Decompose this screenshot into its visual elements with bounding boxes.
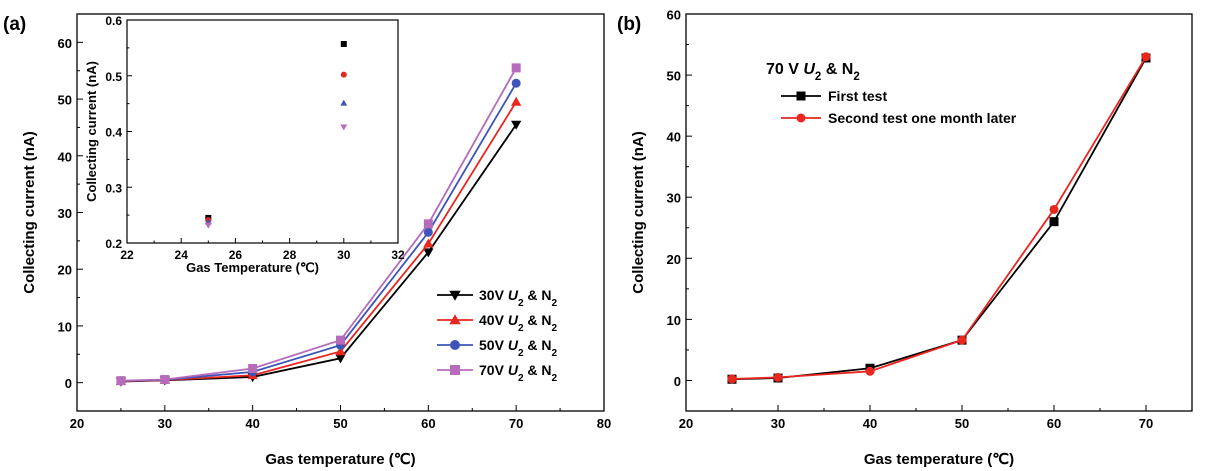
inset-y-tick-label: 0.5 xyxy=(105,70,122,84)
data-point xyxy=(1049,204,1059,214)
inset-data-point xyxy=(340,40,347,47)
data-point xyxy=(160,375,170,385)
y-axis-label: Collecting current (nA) xyxy=(21,131,38,294)
inset-data-point xyxy=(340,71,347,78)
panel-a: 20 30 40 50 60 70 80 0 10 20 30 40 50 60 Gas temperatu… xyxy=(3,13,611,468)
legend-marker xyxy=(449,290,461,301)
inset-y-tick-label: 0.6 xyxy=(105,14,122,28)
legend-marker xyxy=(450,340,460,350)
data-point xyxy=(773,372,783,382)
inset-y-tick-label: 0.4 xyxy=(105,126,122,140)
x-tick-label: 40 xyxy=(245,416,259,431)
legend-label: 40V U2 & N2 xyxy=(479,312,558,334)
inset-y-tick-label: 0.3 xyxy=(105,181,122,195)
data-point xyxy=(423,219,433,229)
data-point xyxy=(423,248,434,258)
legend-marker xyxy=(796,113,806,123)
inset-background xyxy=(127,20,398,243)
data-point xyxy=(957,335,967,345)
y-tick-label: 50 xyxy=(58,93,72,108)
data-point xyxy=(423,238,434,248)
x-tick-label: 50 xyxy=(955,416,969,431)
data-point xyxy=(336,335,345,345)
x-tick-label: 30 xyxy=(771,416,785,431)
inset-x-axis-label: Gas Temperature (℃) xyxy=(186,260,319,275)
x-tick-label: 60 xyxy=(1047,416,1061,431)
y-tick-label: 10 xyxy=(667,313,681,328)
inset-x-tick-label: 24 xyxy=(175,248,189,262)
legend-marker xyxy=(796,91,806,101)
legend-marker xyxy=(449,314,461,325)
y-tick-label: 0 xyxy=(674,374,681,389)
panel-label: (a) xyxy=(3,14,26,35)
x-axis-label: Gas temperature (℃) xyxy=(864,451,1014,468)
data-point xyxy=(1049,217,1059,227)
x-tick-label: 30 xyxy=(158,416,172,431)
y-axis-label: Collecting current (nA) xyxy=(630,131,647,294)
y-tick-label: 40 xyxy=(667,130,681,145)
inset-data-point xyxy=(340,124,348,131)
plot-frame xyxy=(685,13,1193,412)
x-tick-label: 60 xyxy=(421,416,435,431)
data-point xyxy=(510,96,522,106)
inset-x-tick-label: 28 xyxy=(283,248,297,262)
legend-marker xyxy=(450,365,460,375)
y-tick-label: 10 xyxy=(58,319,72,334)
x-tick-label: 20 xyxy=(70,416,84,431)
x-tick-label: 80 xyxy=(597,416,611,431)
inset-x-tick-label: 32 xyxy=(391,248,405,262)
data-point xyxy=(116,376,126,386)
data-point xyxy=(727,374,737,384)
panel-label: (b) xyxy=(617,14,641,35)
panel-b: 20 30 40 50 60 70 0 10 20 30 40 50 60 Gas temperature… xyxy=(617,8,1193,468)
x-tick-label: 50 xyxy=(333,416,347,431)
inset-x-tick-label: 30 xyxy=(337,248,351,262)
x-tick-label: 40 xyxy=(863,416,877,431)
legend-label: 50V U2 & N2 xyxy=(479,337,558,359)
y-tick-label: 30 xyxy=(58,206,72,221)
legend-label: 70V U2 & N2 xyxy=(479,362,558,384)
inset-data-point xyxy=(204,222,212,229)
y-tick-label: 30 xyxy=(667,191,681,206)
data-point xyxy=(511,63,521,73)
inset-x-tick-label: 26 xyxy=(229,248,243,262)
inset-y-tick-label: 0.2 xyxy=(105,237,122,251)
series-line-2 xyxy=(731,56,1147,380)
y-tick-label: 20 xyxy=(58,263,72,278)
inset-x-tick-label: 22 xyxy=(120,248,134,262)
data-point xyxy=(248,363,258,373)
y-tick-label: 50 xyxy=(667,69,681,84)
data-point xyxy=(510,120,522,130)
series-line-4 xyxy=(120,67,517,382)
data-point xyxy=(511,78,521,88)
y-tick-label: 60 xyxy=(667,8,681,23)
inset-y-axis-label: Collecting current (nA) xyxy=(84,61,99,202)
data-point xyxy=(335,354,346,364)
y-tick-label: 40 xyxy=(58,149,72,164)
legend-label: First test xyxy=(828,88,887,104)
legend-label: 30V U2 & N2 xyxy=(479,287,558,309)
y-tick-label: 20 xyxy=(667,252,681,267)
legend-title: 70 V U2 & N2 xyxy=(766,61,860,83)
data-point xyxy=(423,227,433,237)
y-tick-label: 0 xyxy=(65,376,72,391)
data-point xyxy=(1141,52,1151,62)
data-point xyxy=(865,366,875,376)
x-axis-label: Gas temperature (℃) xyxy=(265,451,415,468)
y-tick-label: 60 xyxy=(58,36,72,51)
inset-data-point xyxy=(340,99,348,106)
legend-label: Second test one month later xyxy=(828,110,1017,126)
data-point xyxy=(335,346,346,356)
x-tick-label: 70 xyxy=(1139,416,1153,431)
x-tick-label: 70 xyxy=(509,416,523,431)
x-tick-label: 20 xyxy=(679,416,693,431)
series-line-1 xyxy=(731,57,1147,381)
